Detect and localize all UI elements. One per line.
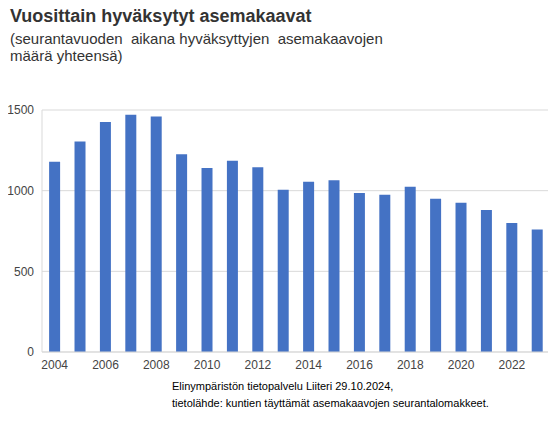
svg-text:1000: 1000 xyxy=(8,184,34,198)
html-text:Elinympäristön tietopalvelu Li: Elinympäristön tietopalvelu Liiteri 29.1… xyxy=(172,380,394,392)
svg-text:1500: 1500 xyxy=(8,103,34,117)
svg-text:2012: 2012 xyxy=(245,358,272,372)
html-text:(seurantavuoden aikana hyväksy: (seurantavuoden aikana hyväksyttyjen ase… xyxy=(10,30,387,64)
svg-text:0: 0 xyxy=(27,345,34,359)
svg-text:2020: 2020 xyxy=(448,358,475,372)
svg-text:2010: 2010 xyxy=(194,358,221,372)
svg-text:2018: 2018 xyxy=(397,358,424,372)
svg-text:2022: 2022 xyxy=(499,358,526,372)
svg-text:2004: 2004 xyxy=(41,358,68,372)
html-text:Vuosittain hyväksytyt asemakaa: Vuosittain hyväksytyt asemakaavat xyxy=(10,6,312,26)
html-text:tietolähde: kuntien täyttämät: tietolähde: kuntien täyttämät asemakaavo… xyxy=(172,397,489,409)
svg-text:2016: 2016 xyxy=(346,358,373,372)
svg-text:2008: 2008 xyxy=(143,358,170,372)
svg-text:500: 500 xyxy=(14,265,34,279)
svg-text:2006: 2006 xyxy=(92,358,119,372)
svg-text:2014: 2014 xyxy=(295,358,322,372)
